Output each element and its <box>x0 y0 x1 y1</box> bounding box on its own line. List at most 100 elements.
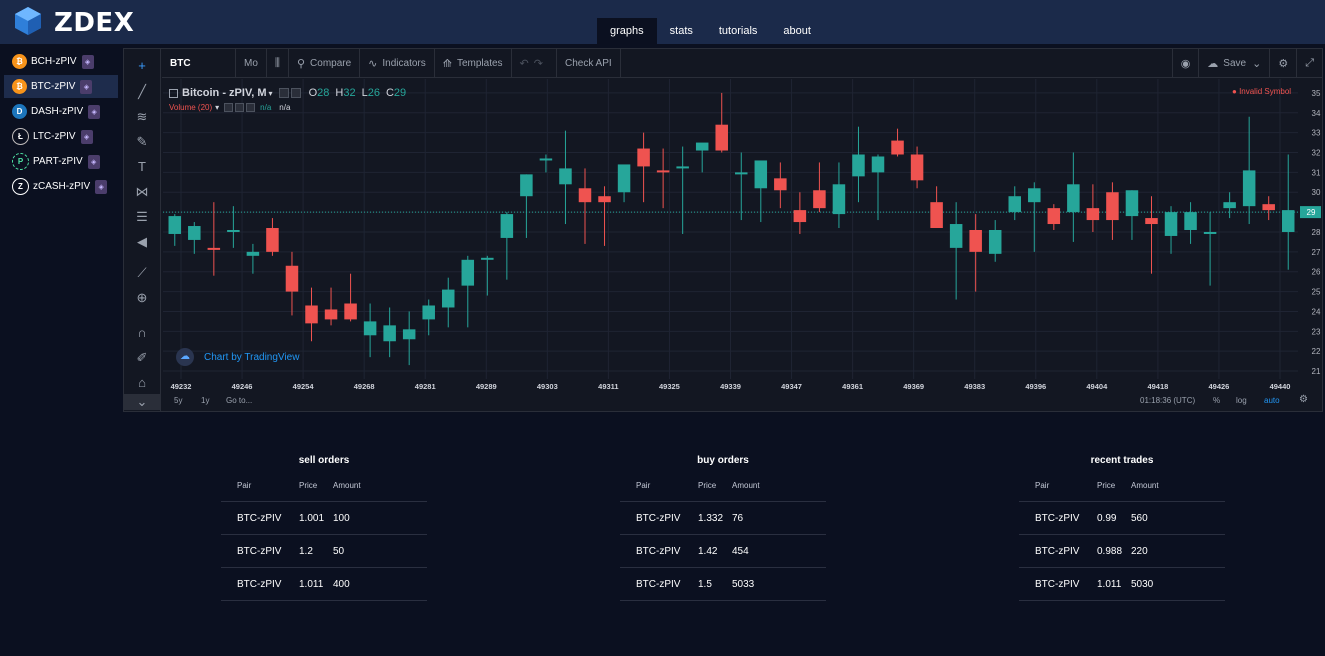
candle <box>481 255 494 296</box>
indicators-button[interactable]: ∿ Indicators <box>360 49 435 77</box>
table-title: recent trades <box>1090 455 1154 466</box>
nav-graphs[interactable]: graphs <box>597 18 657 44</box>
stay-drawing-icon[interactable]: ✐ <box>136 350 148 365</box>
volume-close-icon[interactable] <box>246 103 256 112</box>
candle-body <box>676 166 689 169</box>
nav-about[interactable]: about <box>783 25 811 37</box>
back-arrow-icon[interactable]: ◀ <box>137 234 147 249</box>
price-tick-label: 28 <box>1312 228 1321 237</box>
table-cell: 50 <box>333 545 345 557</box>
chevron-down-icon[interactable]: ▾ <box>268 88 273 98</box>
candle-body <box>656 170 670 173</box>
text-tool-icon[interactable]: T <box>138 159 146 174</box>
zdex-logo-icon <box>15 7 41 35</box>
ruler-icon[interactable]: ⟋ <box>137 265 147 280</box>
column-header: Amount <box>333 481 361 490</box>
table-row[interactable]: BTC-zPIV 1.011 400 <box>221 567 427 601</box>
table-row[interactable]: BTC-zPIV 1.332 76 <box>620 501 826 534</box>
table-row[interactable]: BTC-zPIV 1.011 5030 <box>1019 567 1225 601</box>
legend-settings-icon[interactable] <box>278 88 289 98</box>
table-cell: 5033 <box>732 578 755 590</box>
fib-retracement-icon[interactable]: ≋ <box>136 109 148 124</box>
check-api-button[interactable]: Check API <box>557 49 621 77</box>
candle-body <box>1047 208 1061 225</box>
volume-settings-icon[interactable] <box>224 103 234 112</box>
candle <box>188 222 201 254</box>
crosshair-icon[interactable]: + <box>138 58 146 73</box>
table-row[interactable]: BTC-zPIV 1.2 50 <box>221 534 427 567</box>
candle <box>617 164 631 203</box>
candle <box>1008 186 1022 221</box>
table-row[interactable]: BTC-zPIV 0.988 220 <box>1019 534 1225 567</box>
settings-button[interactable]: ⚙ <box>1270 49 1298 77</box>
logo[interactable]: ZDEX <box>12 6 134 38</box>
sidebar-item-bch-zpiv[interactable]: ₿ BCH-zPIV ◈ <box>4 50 118 73</box>
pattern-tool-icon[interactable]: ⋈ <box>135 184 149 199</box>
nav-stats[interactable]: stats <box>669 25 693 37</box>
table-cell: BTC-zPIV <box>636 545 681 557</box>
chart-type-button[interactable]: ⫼ <box>267 49 289 77</box>
auto-toggle[interactable]: auto <box>1264 396 1280 405</box>
volume-label[interactable]: Volume (20) <box>169 103 213 112</box>
candle-body <box>910 154 924 181</box>
candle <box>461 255 475 328</box>
table-cell: 400 <box>333 578 350 590</box>
legend-close-icon[interactable] <box>290 88 301 98</box>
price-tick-label: 27 <box>1312 248 1321 257</box>
table-cell: BTC-zPIV <box>1035 545 1080 557</box>
table-cell: 1.5 <box>698 578 712 590</box>
range-1y[interactable]: 1y <box>201 396 210 405</box>
symbol-search[interactable]: BTC <box>162 49 236 77</box>
save-label: Save <box>1223 57 1247 69</box>
sidebar-item-dash-zpiv[interactable]: D DASH-zPIV ◈ <box>4 100 118 123</box>
price-axis[interactable]: 21222324252627282930313233343529 <box>1299 79 1322 379</box>
time-axis[interactable]: 49232 49246 49254 49268 49281 49289 49303 49311… <box>163 379 1298 393</box>
magnet-icon[interactable]: ∩ <box>137 325 147 340</box>
chevron-down-icon[interactable]: ▾ <box>215 103 220 112</box>
candle-body <box>1242 170 1256 207</box>
undo-icon[interactable]: ↶ <box>519 57 529 70</box>
save-button[interactable]: ☁ Save ⌄ <box>1199 49 1271 77</box>
sidebar-item-ltc-zpiv[interactable]: Ł LTC-zPIV ◈ <box>4 125 118 148</box>
tradingview-watermark[interactable]: ☁ Chart by TradingView <box>176 348 299 366</box>
range-5y[interactable]: 5y <box>174 396 183 405</box>
clock-time[interactable]: 01:18:36 (UTC) <box>1140 396 1196 405</box>
table-row[interactable]: BTC-zPIV 0.99 560 <box>1019 501 1225 534</box>
goto-date[interactable]: Go to... <box>226 396 253 405</box>
candle-body <box>1028 188 1041 203</box>
candle <box>656 148 670 209</box>
redo-icon[interactable]: ↷ <box>533 57 543 70</box>
sidebar-item-btc-zpiv[interactable]: ₿ BTC-zPIV ◈ <box>4 75 118 98</box>
table-row[interactable]: BTC-zPIV 1.42 454 <box>620 534 826 567</box>
percent-toggle[interactable]: % <box>1213 396 1221 405</box>
legend-title[interactable]: Bitcoin - zPIV, M <box>182 87 267 99</box>
legend-collapse-icon[interactable] <box>169 88 178 98</box>
expand-toolbar-icon[interactable]: ⌄ <box>124 394 160 410</box>
zoom-in-icon[interactable]: ⊕ <box>136 290 148 305</box>
fullscreen-button[interactable]: ⤢ <box>1297 49 1322 77</box>
particl-icon: P <box>12 153 29 170</box>
table-row[interactable]: BTC-zPIV 1.001 100 <box>221 501 427 534</box>
brush-icon[interactable]: ✎ <box>136 134 148 149</box>
nav-tutorials[interactable]: tutorials <box>718 25 758 37</box>
sidebar-item-label: PART-zPIV <box>33 156 83 167</box>
table-row[interactable]: BTC-zPIV 1.5 5033 <box>620 567 826 601</box>
sidebar-item-part-zpiv[interactable]: P PART-zPIV ◈ <box>4 150 118 173</box>
trend-line-icon[interactable]: ╱ <box>138 84 146 99</box>
candle <box>1184 202 1197 244</box>
templates-button[interactable]: ⟰ Templates <box>435 49 512 77</box>
forecast-tool-icon[interactable]: ☰ <box>136 209 148 224</box>
interval-button[interactable]: Mo <box>236 49 267 77</box>
gear-icon[interactable]: ⚙ <box>1299 394 1308 405</box>
candle-body <box>852 154 865 177</box>
snapshot-button[interactable]: ◉ <box>1171 49 1200 77</box>
price-chart[interactable] <box>163 79 1298 379</box>
compare-button[interactable]: ⚲ Compare <box>289 49 361 77</box>
table-cell: BTC-zPIV <box>636 512 681 524</box>
table-cell: 1.011 <box>1097 578 1122 590</box>
log-toggle[interactable]: log <box>1236 396 1247 405</box>
lock-icon[interactable]: ⌂ <box>138 375 146 390</box>
candle <box>930 186 943 229</box>
volume-hide-icon[interactable] <box>235 103 245 112</box>
